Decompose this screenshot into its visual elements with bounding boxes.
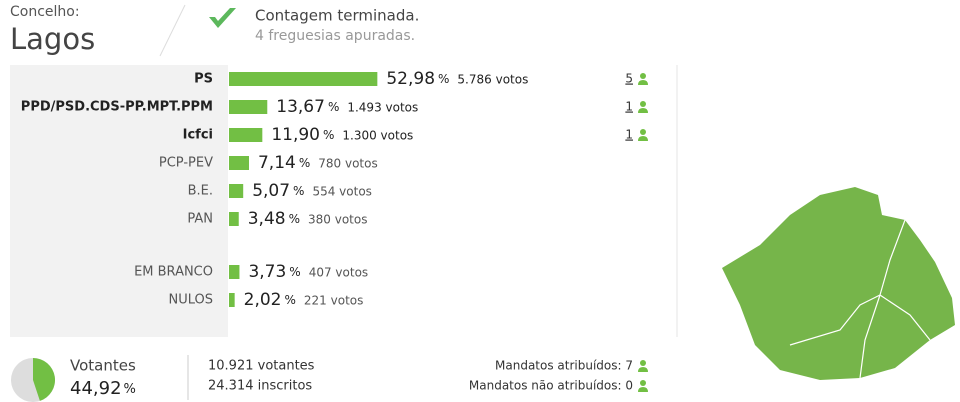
- person-icon: [638, 101, 648, 113]
- map: [722, 187, 955, 380]
- label: Concelho:: [10, 4, 80, 20]
- percent: 5,07%: [252, 181, 304, 201]
- percent-value: 3,48: [248, 209, 286, 229]
- icon-body: [638, 387, 648, 392]
- percent: 52,98%: [386, 69, 449, 89]
- votes: 407 votos: [309, 266, 368, 280]
- percent-unit: %: [323, 128, 334, 142]
- icon-body: [638, 367, 648, 372]
- icon-head: [640, 73, 646, 79]
- votes: 221 votos: [304, 294, 363, 308]
- party-name: B.E.: [188, 184, 213, 199]
- party-name: EM BRANCO: [134, 265, 213, 280]
- mandates[interactable]: 1: [625, 100, 633, 114]
- turnout-title: Votantes: [70, 357, 136, 375]
- person-icon: [638, 73, 648, 85]
- percent-unit: %: [289, 265, 300, 279]
- percent-unit: %: [285, 293, 296, 307]
- icon-body: [638, 108, 648, 113]
- votes: 380 votos: [308, 213, 367, 227]
- party-name: PCP-PEV: [159, 156, 213, 171]
- bar: [229, 100, 268, 114]
- percent-unit: %: [299, 156, 310, 170]
- percent-value: 3,73: [248, 262, 286, 282]
- person-icon: [638, 360, 648, 372]
- unassigned: Mandatos não atribuídos: 0: [469, 379, 633, 393]
- bar: [229, 72, 378, 86]
- percent-unit: %: [328, 100, 339, 114]
- percent: 13,67%: [276, 97, 339, 117]
- icon-head: [640, 101, 646, 107]
- divider: [159, 4, 186, 57]
- percent: 7,14%: [258, 153, 310, 173]
- icon-body: [638, 80, 648, 85]
- bar: [229, 184, 244, 198]
- mandates[interactable]: 5: [625, 72, 633, 86]
- party-name: Icfci: [183, 128, 213, 143]
- bar: [229, 212, 239, 226]
- percent-value: 11,90: [271, 125, 320, 145]
- icon-head: [640, 360, 646, 366]
- votes: 1.300 votos: [342, 129, 413, 143]
- party-name: NULOS: [168, 293, 213, 308]
- bar: [229, 293, 235, 307]
- percent-value: 13,67: [276, 97, 325, 117]
- detail: 4 freguesias apuradas.: [255, 28, 415, 44]
- icon-body: [638, 136, 648, 141]
- names-panel: [10, 65, 228, 337]
- percent-value: 7,14: [258, 153, 296, 173]
- turnout-value: 44,92: [70, 378, 122, 399]
- percent-unit: %: [289, 212, 300, 226]
- votes: 554 votos: [312, 185, 371, 199]
- turnout-unit: %: [124, 382, 136, 397]
- turnout: 44,92%: [70, 378, 136, 399]
- percent-unit: %: [293, 184, 304, 198]
- assigned: Mandatos atribuídos: 7: [495, 359, 633, 373]
- voters: 10.921 votantes: [208, 359, 315, 374]
- border: [789, 219, 931, 379]
- percent-value: 2,02: [244, 290, 282, 310]
- votes: 1.493 votos: [347, 101, 418, 115]
- status: Contagem terminada.: [255, 7, 419, 25]
- percent-unit: %: [438, 72, 449, 86]
- municipality: Lagos: [10, 22, 95, 56]
- mandates[interactable]: 1: [625, 128, 633, 142]
- region: [722, 187, 955, 380]
- percent: 2,02%: [244, 290, 296, 310]
- check-icon: [209, 8, 236, 28]
- person-icon: [638, 380, 648, 392]
- bar: [229, 128, 263, 142]
- party-name: PAN: [187, 212, 213, 227]
- percent: 3,73%: [248, 262, 300, 282]
- party-name: PPD/PSD.CDS-PP.MPT.PPM: [21, 100, 213, 115]
- votes: 780 votos: [318, 157, 377, 171]
- person-icon: [638, 129, 648, 141]
- bar: [229, 265, 240, 279]
- percent: 11,90%: [271, 125, 334, 145]
- percent-value: 5,07: [252, 181, 290, 201]
- party-name: PS: [194, 72, 213, 87]
- icon-head: [640, 380, 646, 386]
- bar: [229, 156, 249, 170]
- registered: 24.314 inscritos: [208, 379, 312, 394]
- icon-head: [640, 129, 646, 135]
- votes: 5.786 votos: [457, 73, 528, 87]
- percent: 3,48%: [248, 209, 300, 229]
- pie-slice: [33, 358, 55, 401]
- percent-value: 52,98: [386, 69, 435, 89]
